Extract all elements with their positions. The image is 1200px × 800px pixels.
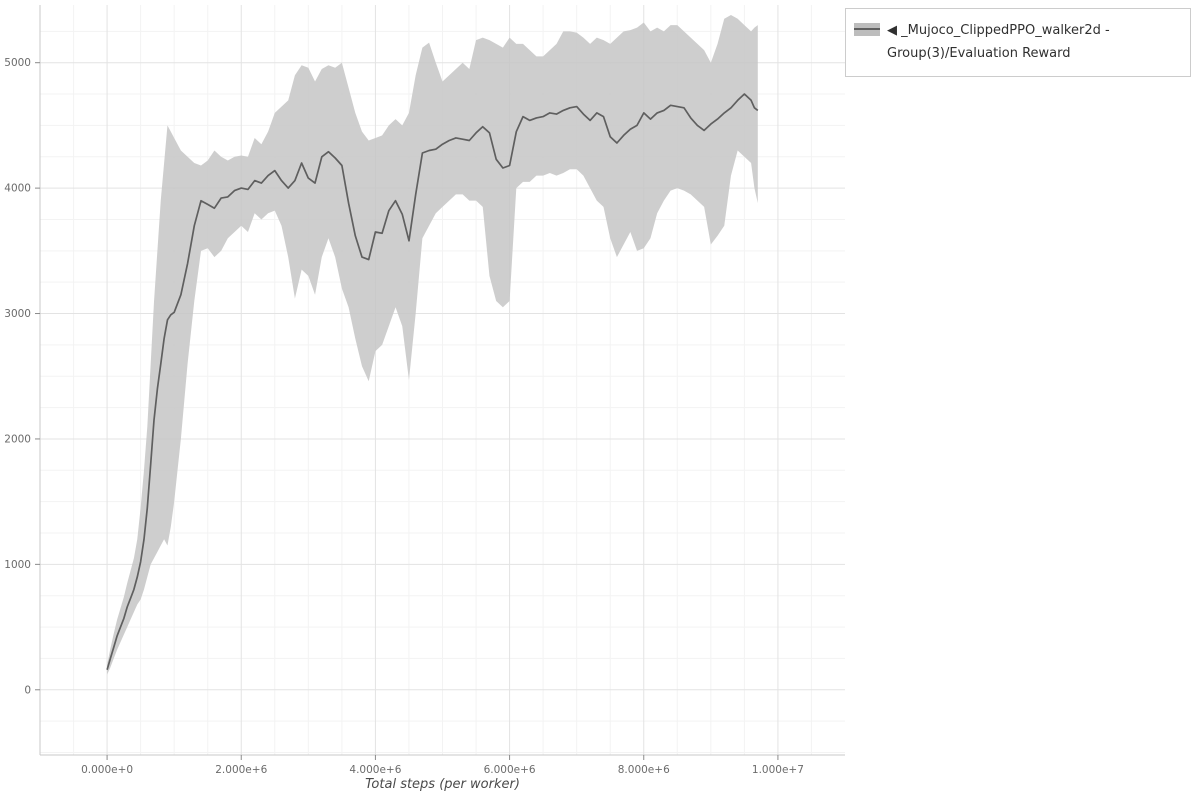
confidence-band bbox=[107, 15, 758, 675]
mean-line bbox=[106, 93, 759, 670]
legend-item[interactable]: ◀ _Mujoco_ClippedPPO_walker2d - Group(3)… bbox=[854, 19, 1182, 66]
y-tick-label: 2000 bbox=[4, 433, 31, 445]
y-tick-label: 0 bbox=[24, 684, 31, 696]
series-line-icon bbox=[854, 28, 880, 30]
legend-label: ◀ _Mujoco_ClippedPPO_walker2d - Group(3)… bbox=[887, 23, 1110, 62]
x-axis-title: Total steps (per worker) bbox=[365, 777, 520, 792]
series-swatch-icon bbox=[854, 23, 880, 36]
x-tick-label: 8.000e+6 bbox=[618, 764, 670, 776]
y-tick-label: 3000 bbox=[4, 308, 31, 320]
x-tick-label: 4.000e+6 bbox=[349, 764, 401, 776]
x-tick-label: 0.000e+0 bbox=[81, 764, 133, 776]
x-tick-label: 6.000e+6 bbox=[484, 764, 536, 776]
y-tick-label: 5000 bbox=[4, 57, 31, 69]
legend: ◀ _Mujoco_ClippedPPO_walker2d - Group(3)… bbox=[845, 8, 1191, 77]
y-tick-label: 4000 bbox=[4, 183, 31, 195]
x-tick-label: 2.000e+6 bbox=[215, 764, 267, 776]
x-tick-label: 1.000e+7 bbox=[752, 764, 804, 776]
y-tick-label: 1000 bbox=[4, 559, 31, 571]
